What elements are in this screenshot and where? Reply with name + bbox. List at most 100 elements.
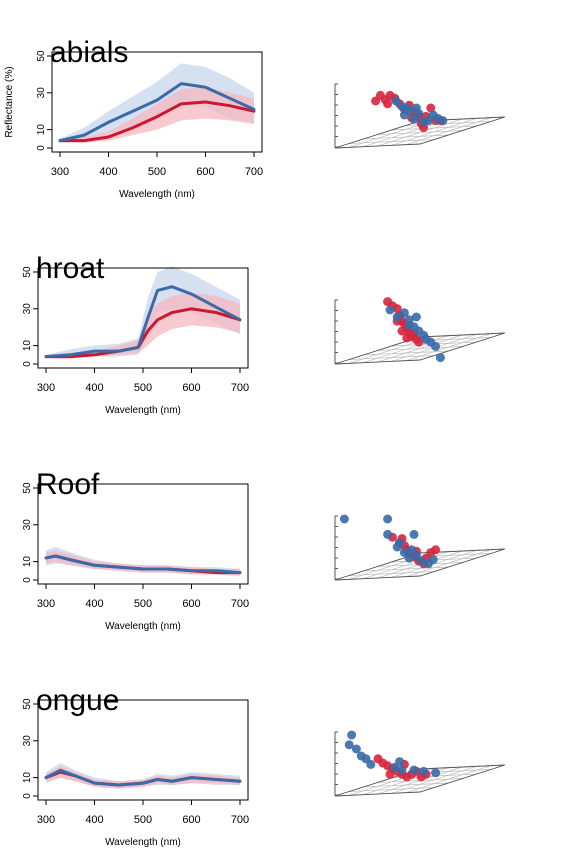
y-axis-label: Reflectance (%): [4, 66, 15, 137]
x-tick-label: 600: [182, 814, 200, 826]
x-tick-label: 500: [148, 166, 166, 178]
scatter-point-red: [431, 545, 441, 555]
floor-outline: [334, 332, 506, 365]
scatter-point-blue: [383, 514, 393, 524]
x-tick-label: 700: [231, 382, 249, 394]
panel-3: Roof 300 400 500 600 700 Wavelength (nm) 0 10 30 5…: [22, 468, 506, 632]
x-tick-label: 300: [51, 166, 69, 178]
series-line: [44, 285, 242, 359]
floor-grid: [391, 125, 477, 131]
y-tick-label: 50: [22, 698, 33, 710]
scatter-point-red: [402, 333, 412, 343]
scatter-point-blue: [409, 765, 419, 775]
scatter-point-blue: [438, 116, 448, 126]
scatter-point-blue: [399, 308, 409, 318]
x-tick-label: 500: [134, 598, 152, 610]
scatter-point-red: [383, 99, 393, 109]
series-line: [58, 82, 256, 143]
x-tick-label: 300: [37, 814, 55, 826]
x-tick-label: 400: [85, 598, 103, 610]
y-tick-label: 50: [22, 266, 33, 278]
y-tick-label: 30: [36, 87, 47, 99]
y-tick-label: 0: [22, 793, 33, 799]
x-tick-label: 600: [182, 598, 200, 610]
scatter-point-blue: [411, 312, 421, 322]
confidence-band: [46, 550, 240, 575]
scatter-point-blue: [431, 768, 441, 778]
panel-2: hroat 300 400 500 600 700 Wavelength (nm) 0 10 30…: [22, 252, 506, 416]
scatter3d-panel: [334, 514, 506, 581]
series-line: [44, 307, 242, 359]
x-axis-label: Wavelength (nm): [105, 621, 181, 632]
y-tick-label: 0: [22, 577, 33, 583]
scatter-point-blue: [339, 514, 349, 524]
scatter-point-blue: [402, 103, 412, 113]
y-tick-label: 10: [22, 556, 33, 568]
y-tick-label: 30: [22, 519, 33, 531]
scatter-point-blue: [409, 529, 419, 539]
scatter-point-blue: [351, 744, 361, 754]
scatter3d-panel: [334, 297, 506, 365]
scatter-point-blue: [391, 96, 401, 106]
scatter-point-blue: [344, 740, 354, 750]
series-line: [44, 768, 242, 787]
y-tick-label: 30: [22, 303, 33, 315]
scatter-point-blue: [397, 765, 407, 775]
scatter-point-blue: [435, 353, 445, 363]
panel-title: abials: [50, 36, 128, 69]
scatter3d-panel: [334, 730, 506, 797]
x-tick-label: 600: [182, 382, 200, 394]
x-axis-label: Wavelength (nm): [105, 405, 181, 416]
scatter-point-red: [397, 326, 407, 336]
scatter-point-blue: [395, 757, 405, 767]
scatter3d-panel: [334, 83, 506, 149]
scatter-point-red: [385, 769, 395, 779]
y-tick-label: 10: [36, 124, 47, 136]
scatter-point-blue: [428, 555, 438, 565]
x-tick-label: 400: [99, 166, 117, 178]
scatter-point-blue: [411, 103, 421, 113]
x-tick-label: 500: [134, 814, 152, 826]
scatter-point-blue: [366, 759, 376, 769]
scatter-point-red: [414, 337, 424, 347]
x-tick-label: 700: [245, 166, 263, 178]
y-tick-label: 10: [22, 340, 33, 352]
scatter-point-blue: [395, 538, 405, 548]
x-axis-label: Wavelength (nm): [119, 189, 195, 200]
x-tick-label: 700: [231, 814, 249, 826]
x-tick-label: 300: [37, 598, 55, 610]
y-tick-label: 10: [22, 772, 33, 784]
panel-title: ongue: [36, 684, 119, 717]
y-tick-label: 50: [22, 482, 33, 494]
panel-title: Roof: [36, 468, 100, 501]
floor-grid: [377, 130, 463, 135]
series-line: [44, 554, 242, 575]
x-tick-label: 300: [37, 382, 55, 394]
x-tick-label: 400: [85, 814, 103, 826]
panel-1: abials 300 400 500 600 700 Wavelength (nm) 0 10 3…: [4, 36, 506, 200]
scatter-point-blue: [392, 312, 402, 322]
floor-outline: [334, 548, 506, 581]
scatter-point-red: [392, 304, 402, 314]
scatter-point-blue: [404, 320, 414, 330]
scatter-point-red: [426, 103, 436, 113]
y-tick-label: 0: [22, 361, 33, 367]
floor-outline: [334, 116, 506, 149]
scatter-point-blue: [383, 529, 393, 539]
panel-title: hroat: [36, 252, 105, 285]
x-tick-label: 600: [196, 166, 214, 178]
panel-4: ongue 300 400 500 600 700 Wavelength (nm) 0 10 30…: [22, 684, 506, 848]
x-tick-label: 700: [231, 598, 249, 610]
confidence-band: [46, 266, 240, 359]
floor-grid: [377, 346, 463, 351]
scatter-point-blue: [431, 341, 441, 351]
x-tick-label: 400: [85, 382, 103, 394]
scatter-point-blue: [419, 766, 429, 776]
scatter-point-blue: [347, 730, 357, 740]
y-tick-label: 0: [36, 145, 47, 151]
y-tick-label: 30: [22, 735, 33, 747]
scatter-point-blue: [407, 545, 417, 555]
x-axis-label: Wavelength (nm): [105, 837, 181, 848]
series-line: [58, 100, 256, 143]
